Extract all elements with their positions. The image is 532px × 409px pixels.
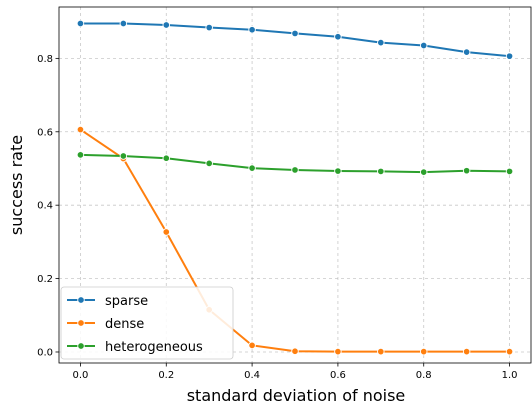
y-tick-label: 0.0 xyxy=(37,347,53,358)
legend-marker-dense xyxy=(77,319,85,327)
x-tick-label: 1.0 xyxy=(502,370,518,381)
data-point-dense xyxy=(76,125,85,134)
data-point-heterogeneous xyxy=(291,166,299,174)
data-point-sparse xyxy=(76,19,85,28)
data-point-sparse xyxy=(377,38,385,47)
data-point-dense xyxy=(505,347,514,356)
data-point-heterogeneous xyxy=(419,168,428,176)
y-tick-label: 0.4 xyxy=(37,201,53,212)
legend-label-heterogeneous: heterogeneous xyxy=(105,340,203,355)
legend-label-sparse: sparse xyxy=(105,294,148,309)
data-point-sparse xyxy=(162,21,171,29)
data-point-heterogeneous xyxy=(505,167,514,176)
data-point-dense xyxy=(291,347,299,356)
data-point-sparse xyxy=(291,29,299,38)
x-axis-label: standard deviation of noise xyxy=(187,386,406,405)
x-tick-label: 0.6 xyxy=(330,370,346,381)
data-point-sparse xyxy=(462,48,471,56)
legend-marker-sparse xyxy=(77,296,85,304)
data-point-dense xyxy=(377,347,385,356)
data-point-heterogeneous xyxy=(334,167,342,175)
series-group xyxy=(76,19,514,356)
x-tick-label: 0.0 xyxy=(73,370,89,381)
series-line-sparse xyxy=(80,22,510,58)
data-point-heterogeneous xyxy=(119,152,128,160)
data-point-heterogeneous xyxy=(377,167,385,176)
data-point-heterogeneous xyxy=(462,166,471,175)
data-point-dense xyxy=(334,347,342,356)
legend-item-dense: dense xyxy=(67,317,144,332)
data-point-sparse xyxy=(419,41,428,50)
data-point-heterogeneous xyxy=(248,164,256,172)
data-point-heterogeneous xyxy=(162,154,171,162)
y-tick-label: 0.6 xyxy=(37,127,53,138)
legend-marker-heterogeneous xyxy=(77,342,85,350)
x-tick-label: 0.8 xyxy=(416,370,432,381)
data-point-sparse xyxy=(205,23,213,32)
legend-item-sparse: sparse xyxy=(67,294,148,309)
plot-frame xyxy=(58,6,532,364)
x-tick-label: 0.2 xyxy=(158,370,174,381)
data-point-dense xyxy=(248,341,256,350)
data-point-heterogeneous xyxy=(76,151,85,159)
data-point-dense xyxy=(162,228,171,236)
data-point-sparse xyxy=(248,26,256,34)
data-point-heterogeneous xyxy=(205,159,213,168)
data-point-sparse xyxy=(505,52,514,60)
legend: sparse dense heterogeneous xyxy=(60,286,234,360)
data-point-dense xyxy=(462,347,471,356)
data-point-dense xyxy=(419,347,428,356)
series-sparse xyxy=(76,19,514,60)
y-axis-label: success rate xyxy=(7,135,26,235)
legend-label-dense: dense xyxy=(105,317,144,332)
y-tick-label: 0.8 xyxy=(37,54,53,65)
legend-item-heterogeneous: heterogeneous xyxy=(67,340,203,355)
x-tick-label: 0.4 xyxy=(244,370,260,381)
series-heterogeneous xyxy=(76,151,514,176)
data-point-sparse xyxy=(334,32,342,41)
data-point-sparse xyxy=(119,19,128,28)
legend-box xyxy=(60,286,234,360)
axis-ticks: 0.0 0.2 0.4 0.6 0.8 1.0 0.0 0.2 0.4 0.6 0.8 xyxy=(37,54,517,381)
y-tick-label: 0.2 xyxy=(37,274,53,285)
